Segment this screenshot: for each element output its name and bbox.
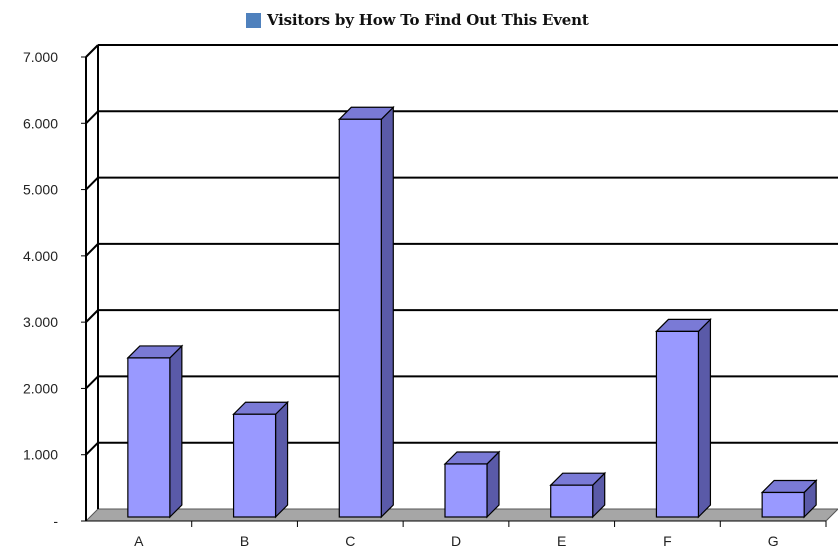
- gridline-diagonal: [85, 44, 99, 58]
- gridline-diagonal: [85, 110, 99, 124]
- gridline-diagonal: [85, 176, 99, 191]
- x-tick-label: C: [345, 533, 355, 549]
- x-tick-label: G: [768, 533, 779, 549]
- x-tick-label: B: [240, 533, 249, 549]
- y-tick-label: 3.000: [23, 314, 58, 330]
- y-tick-label: -: [53, 513, 58, 529]
- legend: Visitors by How To Find Out This Event: [246, 11, 589, 29]
- y-tick-label: 2.000: [23, 380, 58, 396]
- bar: [338, 118, 382, 518]
- y-tick-label: 4.000: [23, 248, 58, 264]
- gridline-diagonal: [85, 375, 99, 390]
- legend-label: Visitors by How To Find Out This Event: [267, 11, 589, 29]
- y-tick-label: 7.000: [23, 49, 58, 65]
- gridline-diagonal: [85, 309, 99, 323]
- x-tick-label: D: [451, 533, 461, 549]
- bar: [127, 357, 171, 518]
- bar: [550, 484, 594, 518]
- x-tick-label: A: [134, 533, 144, 549]
- bar: [232, 413, 277, 518]
- legend-swatch: [246, 12, 261, 28]
- bar: [655, 330, 700, 518]
- gridline-diagonal: [85, 442, 99, 456]
- bar-side: [697, 317, 712, 519]
- bar-side: [274, 400, 289, 519]
- bar-side: [380, 105, 394, 519]
- bar: [761, 491, 805, 518]
- y-tick-label: 6.000: [23, 115, 58, 131]
- x-tick-label: F: [663, 533, 672, 549]
- y-tick-label: 1.000: [23, 447, 58, 463]
- gridline-diagonal: [85, 243, 99, 257]
- x-tick-label: E: [557, 533, 566, 549]
- bar-side: [169, 344, 183, 519]
- bar: [444, 463, 488, 518]
- y-tick-label: 5.000: [23, 182, 58, 198]
